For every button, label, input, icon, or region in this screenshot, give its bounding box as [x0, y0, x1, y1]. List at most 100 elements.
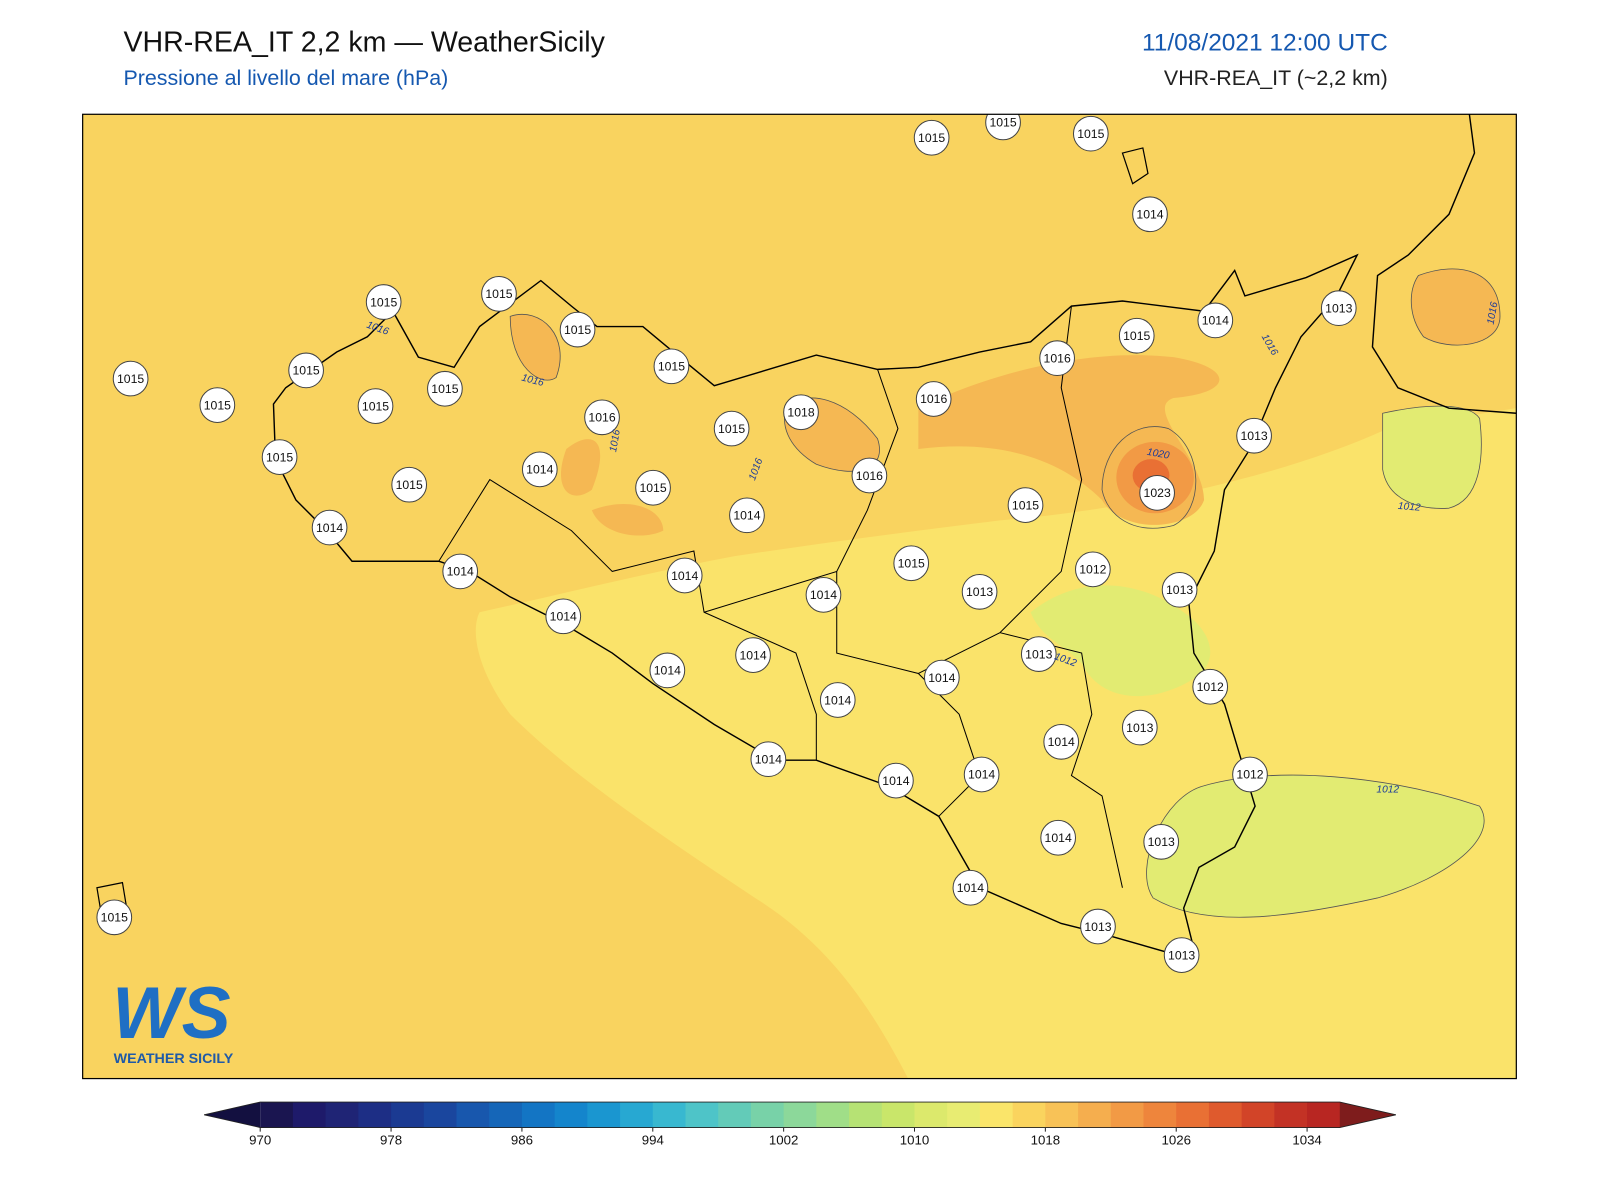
colorbar-tick-label: 1018	[1031, 1132, 1060, 1147]
station-marker	[913, 119, 950, 156]
station-value: 1014	[447, 565, 474, 579]
colorbar-segment	[1078, 1102, 1112, 1128]
colorbar-segment	[1307, 1102, 1341, 1128]
station-value: 1015	[918, 131, 945, 145]
colorbar-segment	[881, 1102, 916, 1128]
station-value: 1016	[856, 469, 883, 483]
station-value: 1014	[968, 768, 995, 782]
station-marker	[261, 439, 298, 475]
station-marker	[1007, 487, 1044, 523]
station-marker	[1040, 819, 1077, 856]
colorbar-segment	[816, 1102, 850, 1128]
station-value: 1014	[1048, 735, 1075, 749]
station-value: 1014	[526, 463, 553, 477]
station-marker	[1043, 723, 1080, 760]
station-value: 1014	[733, 509, 760, 523]
station-marker	[559, 311, 596, 348]
colorbar-segment	[1274, 1102, 1308, 1128]
station-value: 1014	[1045, 831, 1072, 845]
station-value: 1013	[1166, 583, 1193, 597]
colorbar-segment	[554, 1102, 588, 1128]
station-marker	[713, 410, 750, 447]
contour-label: 1012	[1397, 501, 1421, 514]
station-value: 1014	[957, 881, 984, 895]
station-marker	[851, 457, 888, 494]
field-orange	[510, 314, 664, 536]
colorbar-segment	[260, 1102, 294, 1128]
station-value: 1013	[1084, 920, 1111, 934]
station-value: 1015	[898, 557, 925, 571]
station-value: 1014	[671, 569, 698, 583]
colorbar-segment	[423, 1102, 458, 1128]
colorbar-tick-label: 970	[249, 1132, 271, 1147]
colorbar-segment	[620, 1102, 654, 1128]
colorbar: 970 978 986 994 1002 1010 1018 1026 1034	[203, 1101, 1397, 1147]
station-marker	[893, 545, 930, 582]
station-marker	[1232, 756, 1268, 793]
station-marker	[985, 114, 1021, 141]
station-marker	[1197, 302, 1234, 339]
station-value: 1013	[1025, 647, 1052, 661]
station-marker	[199, 387, 236, 423]
contour-label: 1016	[1486, 301, 1501, 326]
station-marker	[750, 741, 787, 778]
station-marker	[1020, 636, 1057, 672]
station-marker	[365, 284, 402, 320]
logo-mark: WS	[112, 971, 230, 1054]
colorbar-segment	[685, 1102, 719, 1128]
station-marker	[805, 577, 842, 613]
station-value: 1014	[654, 664, 681, 678]
station-marker	[112, 360, 149, 397]
station-value: 1015	[989, 116, 1016, 130]
station-marker	[666, 557, 703, 594]
coastline	[1371, 114, 1517, 414]
station-value: 1015	[1012, 498, 1039, 512]
colorbar-segment	[849, 1102, 883, 1128]
colorbar-segment	[718, 1102, 752, 1128]
colorbar-segment	[947, 1102, 981, 1128]
colorbar-segment	[521, 1102, 556, 1128]
colorbar-segment	[750, 1102, 785, 1128]
colorbar-segment	[1241, 1102, 1275, 1128]
station-marker	[1139, 475, 1175, 511]
station-marker	[961, 573, 998, 610]
station-value: 1015	[117, 372, 144, 386]
contour-label: 1012	[1376, 784, 1399, 795]
colorbar-segment	[652, 1102, 687, 1128]
map-area: 1015 1015 1015 1014 1015 1015 1015 1015 1015 1015…	[82, 114, 1517, 1079]
station-marker	[1121, 709, 1158, 746]
colorbar-segment	[1012, 1102, 1046, 1128]
colorbar-tick-label: 1002	[769, 1132, 798, 1147]
station-value: 1013	[1325, 301, 1352, 315]
station-value: 1015	[396, 478, 423, 492]
station-value: 1014	[824, 693, 851, 707]
station-marker	[1320, 290, 1357, 327]
station-value: 1013	[1148, 835, 1175, 849]
station-value: 1015	[564, 323, 591, 337]
station-marker	[442, 553, 479, 590]
colorbar-tick-label: 986	[511, 1132, 533, 1147]
station-value: 1023	[1144, 486, 1171, 500]
station-value: 1015	[1123, 329, 1150, 343]
station-marker	[1039, 340, 1075, 377]
station-value: 1014	[316, 521, 343, 535]
station-value: 1015	[1077, 127, 1104, 141]
map-frame	[82, 113, 1517, 1080]
colorbar-segment	[1176, 1102, 1210, 1128]
station-marker	[288, 352, 324, 389]
station-value: 1015	[658, 360, 685, 374]
station-marker	[545, 598, 582, 635]
station-value: 1012	[1236, 768, 1263, 782]
station-value: 1013	[966, 585, 993, 599]
station-marker	[1072, 115, 1109, 152]
station-value: 1015	[370, 295, 397, 309]
station-marker	[735, 637, 771, 673]
colorbar-extend-high	[1339, 1102, 1396, 1128]
station-marker	[357, 388, 394, 424]
station-marker	[1163, 937, 1200, 973]
station-marker	[1192, 668, 1229, 705]
station-value: 1015	[639, 481, 666, 495]
station-value: 1015	[431, 382, 458, 396]
station-marker	[783, 394, 819, 431]
colorbar-segment	[325, 1102, 359, 1128]
